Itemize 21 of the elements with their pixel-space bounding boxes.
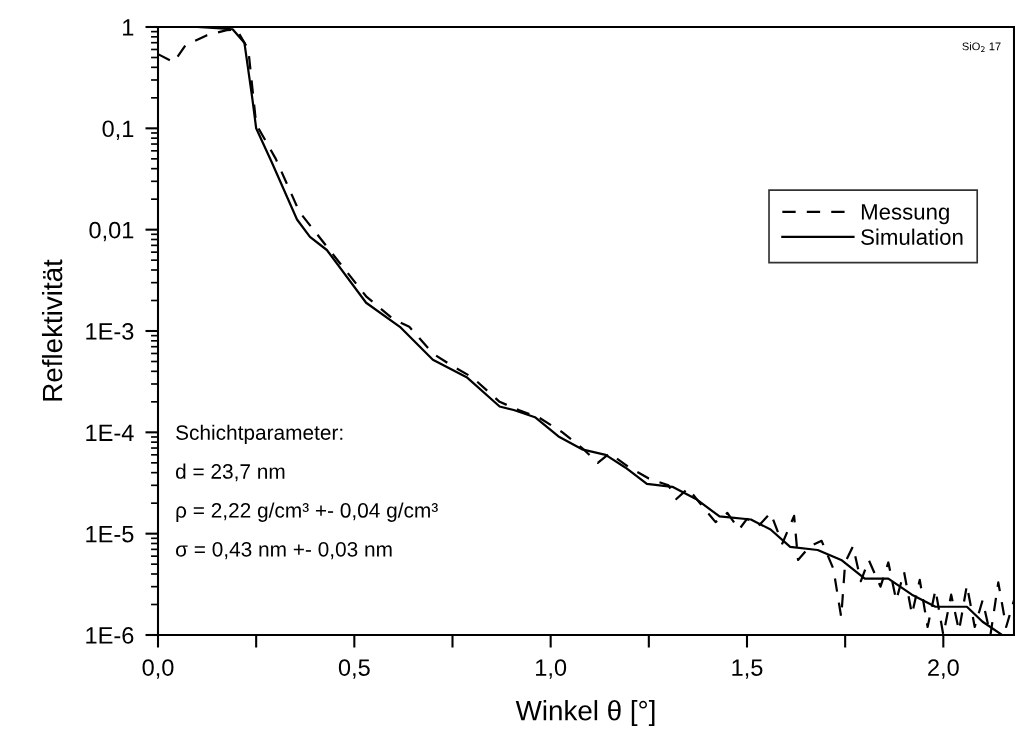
legend-label: Messung (861, 204, 949, 225)
legend-label: Simulation (861, 228, 963, 245)
x-tick-label: 1,5 (732, 659, 763, 679)
annotation: d = 23,7 nm (176, 463, 285, 482)
y-tick-label: 0,1 (102, 120, 134, 140)
y-tick-label: 1 (123, 19, 134, 36)
y-tick-label: 1E-4 (86, 424, 134, 441)
x-tick-label: 2,0 (928, 659, 959, 679)
x-tick-label: 0,0 (142, 659, 174, 679)
y-tick-label: 1E-6 (86, 627, 134, 644)
annotation: SiO$_{2}$ 17 (962, 42, 1001, 53)
y-tick-label: 0,01 (89, 221, 134, 242)
x-tick-label: 1,0 (536, 659, 567, 679)
x-tick-label: 0,5 (338, 659, 370, 679)
annotation: ρ = 2,22 g/cm³ +- 0,04 g/cm³ (176, 502, 438, 522)
x-axis-title: Winkel θ [°] (515, 700, 655, 726)
annotation: σ = 0,43 nm +- 0,03 nm (176, 541, 392, 560)
y-tick-label: 1E-3 (86, 323, 134, 340)
y-tick-label: 1E-5 (86, 525, 134, 543)
y-axis-title: Reflektivität (41, 259, 63, 401)
annotation: Schichtparameter: (176, 424, 343, 445)
